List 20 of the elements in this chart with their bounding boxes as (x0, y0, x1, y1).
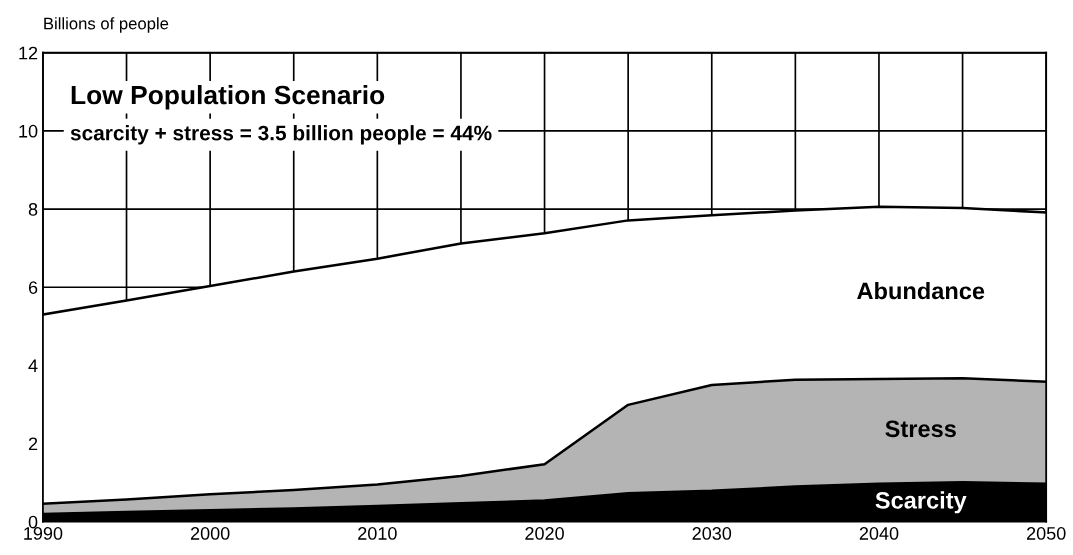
y-tick-label: 2 (28, 437, 38, 451)
y-tick-label: 6 (28, 281, 38, 294)
y-tick-label: 12 (19, 46, 38, 60)
x-tick-label: 2000 (190, 527, 230, 540)
y-tick-label: 10 (19, 124, 38, 138)
x-tick-label: 2010 (358, 527, 397, 540)
x-tick-label: 1990 (24, 527, 63, 540)
series-label: Abundance (857, 281, 985, 300)
text: Low Population Scenario (71, 84, 385, 110)
series-label: Scarcity (875, 491, 967, 514)
x-tick-label: 2050 (1027, 527, 1066, 540)
y-axis-title: Billions of people (44, 17, 169, 33)
x-tick-label: 2020 (525, 527, 564, 540)
series-label: Stress (885, 420, 956, 438)
y-tick-label: 8 (28, 202, 38, 216)
text: scarcity + stress = 3.5 billion people = 44% (70, 125, 492, 145)
x-tick-label: 2040 (859, 527, 899, 540)
y-tick-label: 4 (28, 359, 38, 372)
x-tick-label: 2030 (692, 527, 732, 540)
y-tick-label: 0 (28, 515, 38, 529)
